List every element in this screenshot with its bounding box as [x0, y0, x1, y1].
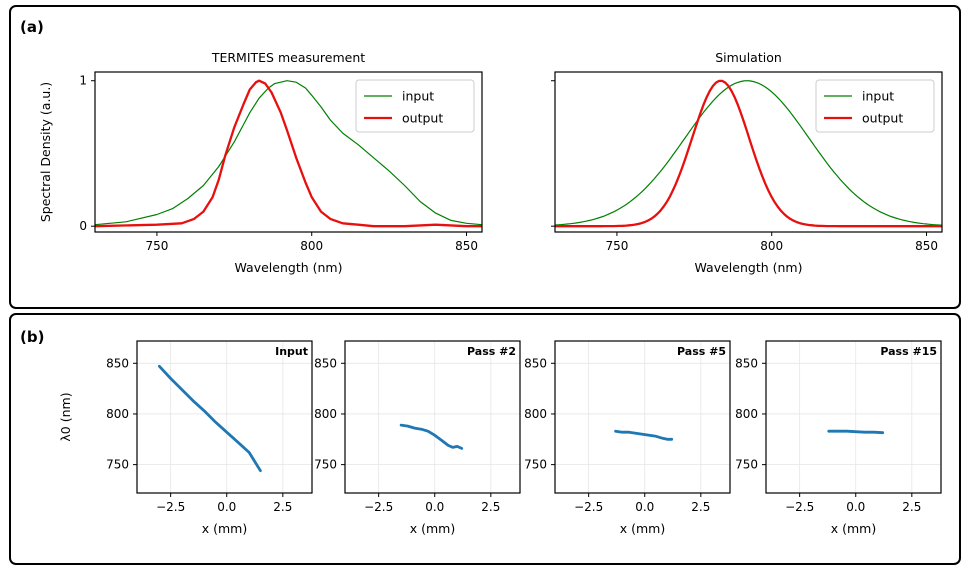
y-tick-label: 750	[106, 458, 129, 472]
x-tick-label: −2.5	[364, 500, 393, 514]
axes-frame	[765, 340, 942, 494]
y-axis-label: Spectral Density (a.u.)	[38, 82, 53, 222]
chart-6: −2.5 0.0 2.5 750 800 850 x (mm) Pass #15	[735, 340, 942, 536]
x-tick-label: 750	[605, 239, 628, 253]
y-tick-label: 850	[106, 356, 129, 370]
chart-title: Simulation	[715, 50, 782, 65]
x-tick-label: 850	[455, 239, 478, 253]
y-tick-label: 1	[79, 74, 87, 88]
panel-b-frame	[9, 313, 961, 565]
y-tick-label: 750	[524, 458, 547, 472]
y-tick-label: 800	[524, 407, 547, 421]
chart-4: −2.5 0.0 2.5 750 800 850 x (mm) Pass #2	[314, 340, 521, 536]
legend-label-output: output	[862, 111, 903, 126]
y-axis-label: λ0 (nm)	[58, 392, 73, 441]
y-tick-label: 850	[524, 356, 547, 370]
legend-label-output: output	[402, 111, 443, 126]
legend: input output	[355, 79, 475, 133]
panel-b-label: (b)	[20, 328, 44, 346]
axes-frame	[136, 340, 313, 494]
chart-5: −2.5 0.0 2.5 750 800 850 x (mm) Pass #5	[524, 340, 731, 536]
legend-label-input: input	[862, 89, 894, 104]
y-tick-label: 800	[735, 407, 758, 421]
x-axis-label: x (mm)	[620, 521, 665, 536]
x-axis-label: Wavelength (nm)	[235, 260, 343, 275]
x-axis-label: x (mm)	[410, 521, 455, 536]
x-axis-label: x (mm)	[202, 521, 247, 536]
subplot-title: Pass #15	[880, 345, 937, 358]
x-tick-label: 2.5	[273, 500, 292, 514]
axes-frame	[554, 340, 731, 494]
subplot-title: Input	[275, 345, 308, 358]
series-line-line	[614, 429, 674, 441]
series-input-line	[95, 80, 482, 226]
series-output-line	[555, 79, 942, 228]
x-tick-label: 0.0	[217, 500, 236, 514]
legend: input output	[815, 79, 935, 133]
x-tick-label: 750	[145, 239, 168, 253]
chart-2: 750 800 850 Wavelength (nm) Simulation input o…	[551, 50, 943, 275]
x-tick-label: −2.5	[785, 500, 814, 514]
x-tick-label: 2.5	[481, 500, 500, 514]
series-line-line	[399, 423, 464, 450]
y-tick-label: 750	[314, 458, 337, 472]
subplot-title: Pass #2	[467, 345, 516, 358]
x-tick-label: 0.0	[635, 500, 654, 514]
series-output-line	[95, 79, 482, 228]
x-axis-label: x (mm)	[831, 521, 876, 536]
axes-frame	[94, 71, 483, 233]
x-tick-label: 2.5	[691, 500, 710, 514]
x-axis-label: Wavelength (nm)	[695, 260, 803, 275]
x-tick-label: 2.5	[902, 500, 921, 514]
panel-a-frame	[9, 5, 961, 309]
x-tick-label: 800	[760, 239, 783, 253]
panel-a-label: (a)	[20, 18, 44, 36]
x-tick-label: 0.0	[425, 500, 444, 514]
x-tick-label: −2.5	[574, 500, 603, 514]
subplot-title: Pass #5	[677, 345, 726, 358]
axes-frame	[554, 71, 943, 233]
legend-label-input: input	[402, 89, 434, 104]
series-line-line	[157, 364, 262, 473]
y-tick-label: 0	[79, 219, 87, 233]
x-tick-label: 800	[300, 239, 323, 253]
chart-title: TERMITES measurement	[211, 50, 365, 65]
x-tick-label: 850	[915, 239, 938, 253]
series-input-line	[555, 80, 942, 226]
chart-3: −2.5 0.0 2.5 750 800 850 x (mm) Input λ0 (nm)	[58, 340, 313, 536]
plot-area: 750 800 850 0 1 Wavelength (nm) TERMITES measu…	[38, 50, 943, 536]
y-tick-label: 850	[314, 356, 337, 370]
series-line-line	[827, 429, 885, 435]
x-tick-label: −2.5	[156, 500, 185, 514]
axes-frame	[344, 340, 521, 494]
y-tick-label: 750	[735, 458, 758, 472]
x-tick-label: 0.0	[846, 500, 865, 514]
chart-1: 750 800 850 0 1 Wavelength (nm) TERMITES measu…	[38, 50, 483, 275]
y-tick-label: 850	[735, 356, 758, 370]
y-tick-label: 800	[106, 407, 129, 421]
y-tick-label: 800	[314, 407, 337, 421]
